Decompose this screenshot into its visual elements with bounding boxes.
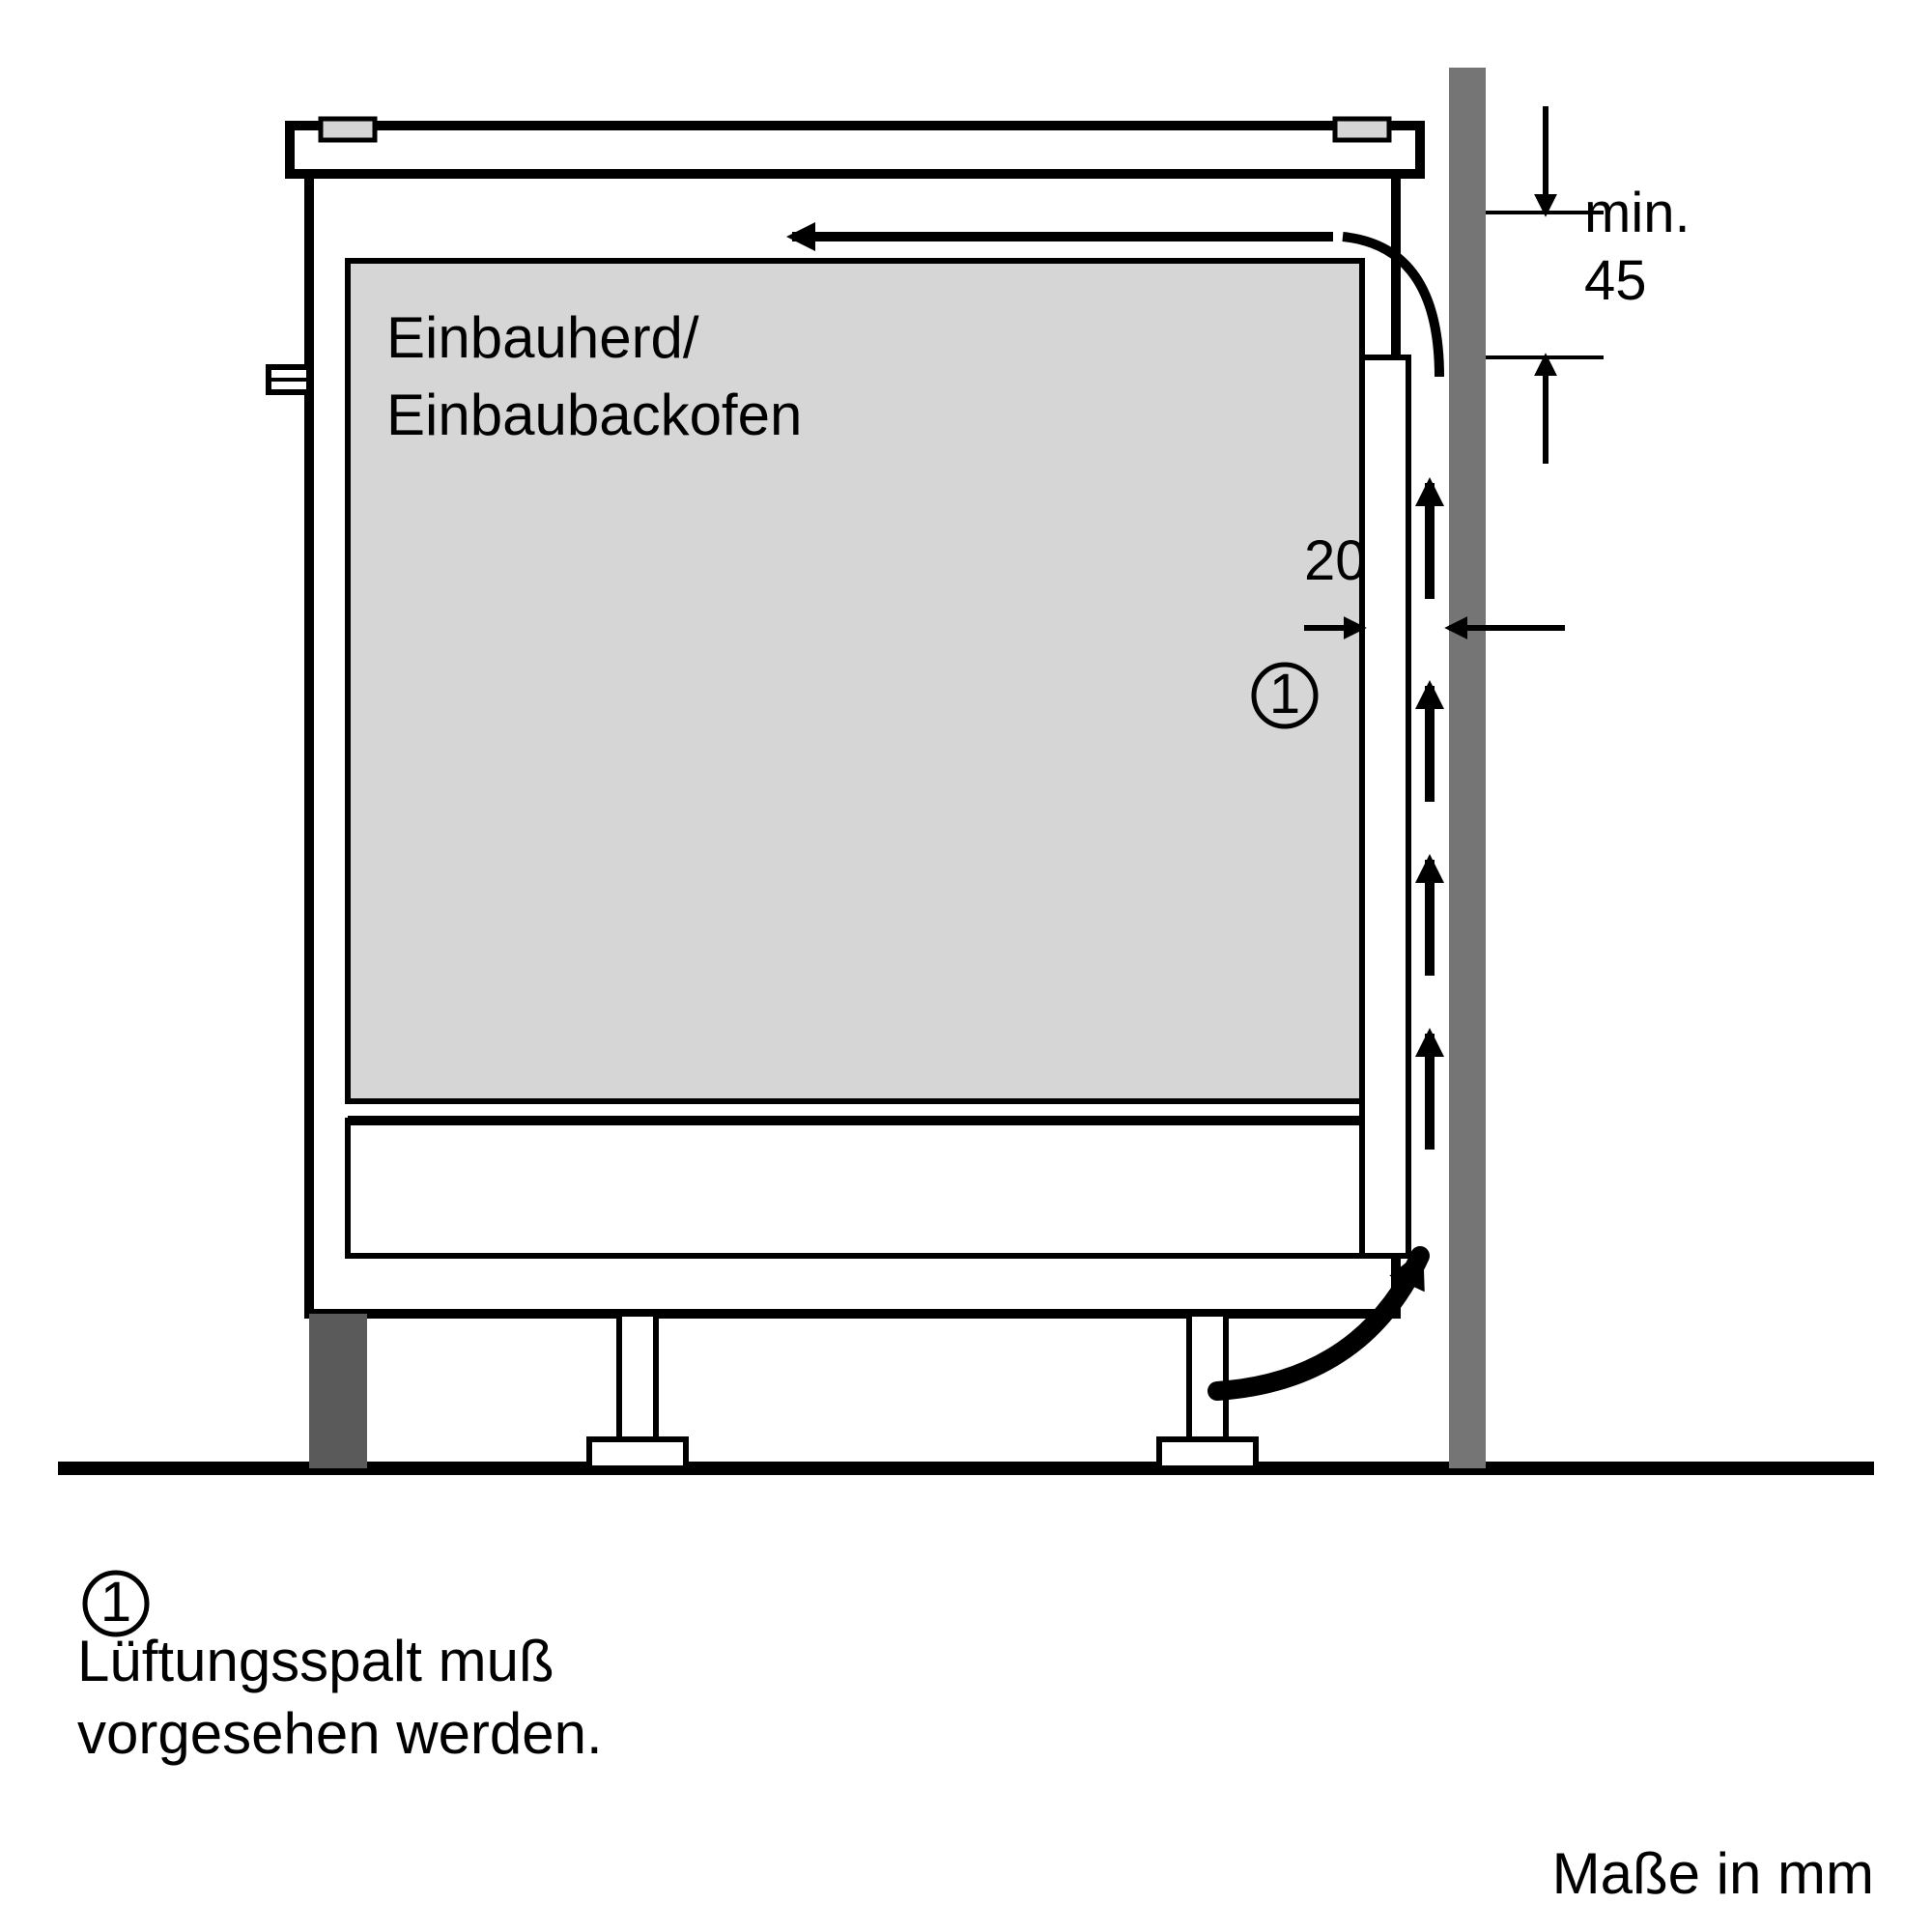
oven-label-2: Einbaubackofen (386, 383, 802, 447)
note-line-1: Lüftungsspalt muß (77, 1629, 554, 1693)
cooktop-knob (321, 119, 375, 140)
oven-label-1: Einbauherd/ (386, 305, 699, 370)
foot-base (589, 1439, 686, 1468)
wall (1449, 68, 1486, 1468)
foot-base (1159, 1439, 1256, 1468)
back-plate (1362, 357, 1408, 1256)
dim-20-label: 20 (1304, 529, 1367, 592)
note-line-2: vorgesehen werden. (77, 1701, 603, 1766)
foot-stem (619, 1314, 656, 1439)
dim-min-label: min. (1584, 182, 1690, 244)
drawer (348, 1121, 1362, 1256)
units-label: Maße in mm (1552, 1841, 1874, 1906)
dim-45-label: 45 (1584, 249, 1647, 312)
left-leg (309, 1314, 367, 1468)
cooktop (290, 126, 1420, 174)
cooktop-knob (1335, 119, 1389, 140)
foot-stem (1189, 1314, 1226, 1439)
note-ref-label: 1 (100, 1571, 131, 1634)
ref-1-label: 1 (1269, 663, 1300, 725)
